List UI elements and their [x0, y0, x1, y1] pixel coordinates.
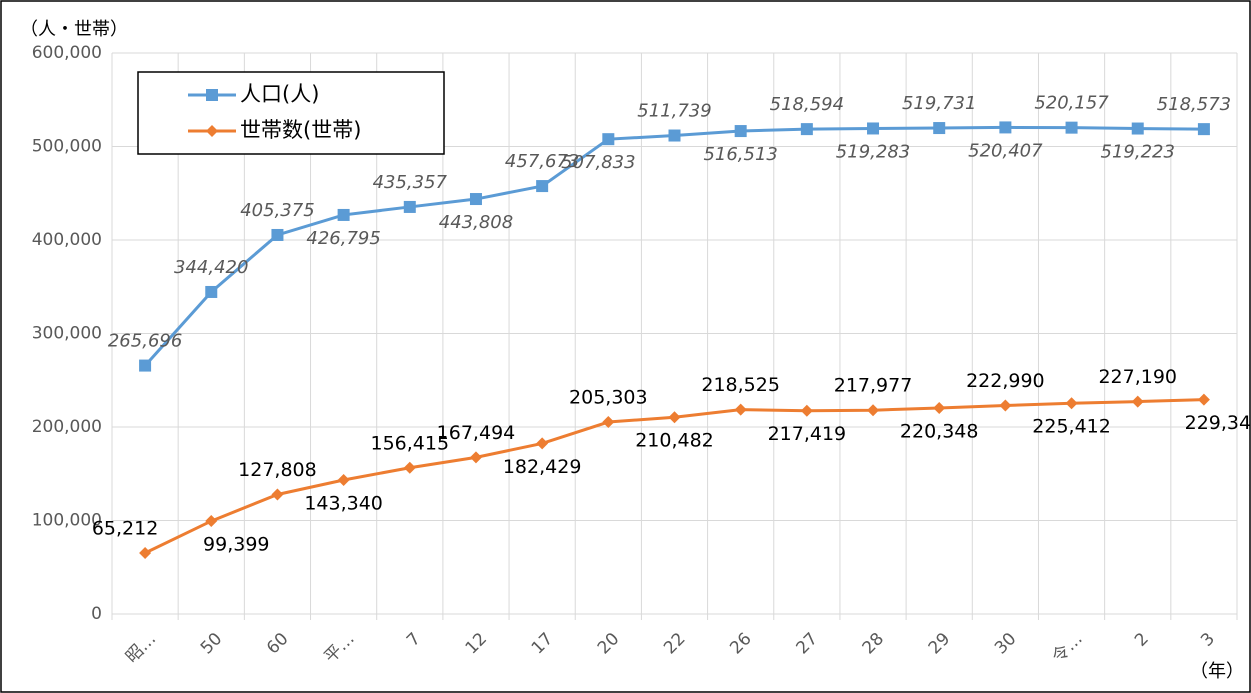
data-label: 520,407: [968, 140, 1043, 161]
data-label: 426,795: [306, 228, 380, 249]
point-marker: [271, 228, 284, 241]
point-marker: [271, 488, 284, 501]
data-label: 344,420: [174, 257, 248, 278]
y-axis-label: （人・世帯）: [20, 19, 128, 40]
point-marker: [403, 461, 416, 474]
point-marker: [1065, 397, 1078, 410]
data-label: 210,482: [635, 430, 714, 452]
point-marker: [139, 359, 152, 372]
data-label: 229,344: [1185, 412, 1251, 434]
point-marker: [867, 122, 880, 135]
data-label: 516,513: [703, 144, 777, 165]
point-marker: [602, 133, 615, 146]
point-marker: [602, 416, 615, 429]
point-marker: [1065, 121, 1078, 134]
point-marker: [205, 515, 218, 528]
y-tick-label: 0: [91, 604, 102, 624]
legend: 人口(人) 世帯数(世帯): [137, 71, 445, 155]
data-label: 507,833: [561, 152, 635, 173]
y-tick-label: 500,000: [32, 137, 102, 157]
data-label: 99,399: [203, 534, 269, 556]
point-marker: [668, 411, 681, 424]
data-label: 167,494: [437, 422, 516, 444]
point-marker: [139, 547, 152, 560]
point-marker: [800, 123, 813, 136]
data-label: 220,348: [900, 420, 979, 442]
point-marker: [205, 285, 218, 298]
data-label: 520,157: [1034, 93, 1109, 114]
point-marker: [999, 121, 1012, 134]
y-tick-label: 200,000: [32, 417, 102, 437]
data-label: 443,808: [439, 212, 513, 233]
point-marker: [536, 180, 549, 193]
y-tick-label: 100,000: [32, 511, 102, 531]
legend-marker: [206, 125, 218, 137]
data-label: 435,357: [373, 172, 448, 193]
data-label: 518,594: [770, 94, 844, 115]
y-tick-label: 600,000: [32, 43, 102, 63]
data-label: 405,375: [240, 200, 314, 221]
point-marker: [800, 404, 813, 417]
data-label: 227,190: [1098, 366, 1177, 388]
point-marker: [933, 122, 946, 135]
point-marker: [1197, 393, 1210, 406]
point-marker: [1131, 395, 1144, 408]
y-tick-label: 300,000: [32, 324, 102, 344]
data-label: 143,340: [304, 492, 383, 514]
point-marker: [337, 208, 350, 221]
data-label: 519,223: [1101, 142, 1175, 163]
data-label: 457,673: [505, 151, 579, 172]
data-label: 217,419: [768, 423, 847, 445]
data-label: 65,212: [92, 518, 158, 540]
data-label: 156,415: [371, 432, 450, 454]
point-marker: [933, 401, 946, 414]
point-marker: [1197, 123, 1210, 136]
point-marker: [668, 129, 681, 142]
point-marker: [999, 399, 1012, 412]
point-marker: [867, 404, 880, 417]
data-label: 225,412: [1032, 416, 1111, 438]
point-marker: [1131, 122, 1144, 135]
legend-box: [137, 71, 445, 155]
data-label: 511,739: [637, 101, 711, 122]
legend-label: 世帯数(世帯): [240, 118, 361, 142]
data-label: 217,977: [834, 375, 913, 397]
data-label: 182,429: [503, 456, 582, 478]
point-marker: [403, 200, 416, 213]
point-marker: [536, 437, 549, 450]
x-axis-label: （年）: [1190, 661, 1244, 682]
data-label: 519,731: [902, 93, 976, 114]
point-marker: [734, 125, 747, 138]
data-label: 518,573: [1157, 94, 1231, 115]
point-marker: [469, 451, 482, 464]
data-label: 218,525: [701, 374, 780, 396]
data-label: 205,303: [569, 387, 648, 409]
legend-marker: [206, 89, 218, 101]
data-label: 519,283: [836, 141, 910, 162]
point-marker: [337, 473, 350, 486]
point-marker: [734, 403, 747, 416]
data-label: 265,696: [108, 331, 182, 352]
data-label: 222,990: [966, 370, 1045, 392]
legend-label: 人口(人): [240, 82, 319, 106]
data-label: 127,808: [238, 459, 317, 481]
point-marker: [469, 193, 482, 206]
y-tick-label: 400,000: [32, 230, 102, 250]
